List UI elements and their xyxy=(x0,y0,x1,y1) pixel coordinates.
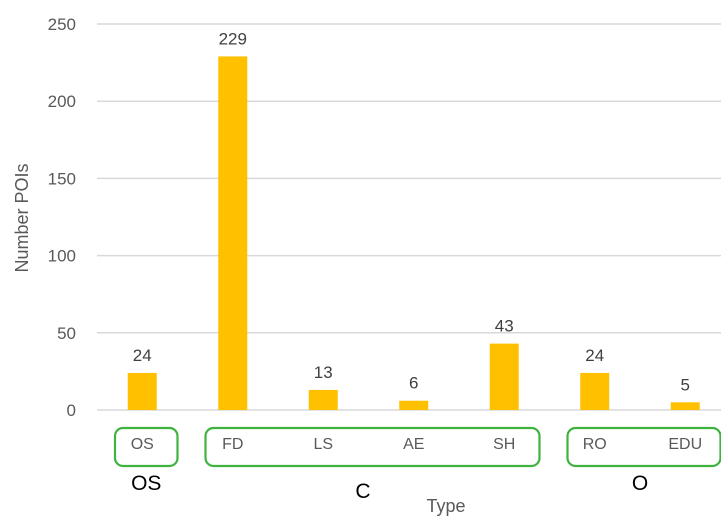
bar-ae xyxy=(399,400,429,410)
data-label: 24 xyxy=(585,346,604,365)
data-label: 43 xyxy=(495,317,514,336)
x-tick-label: AE xyxy=(403,436,424,453)
bars xyxy=(127,56,700,410)
data-label: 13 xyxy=(314,363,333,382)
data-label: 5 xyxy=(681,375,690,394)
y-tick-label: 50 xyxy=(57,324,76,343)
data-label: 6 xyxy=(409,374,418,393)
bar-fd xyxy=(218,56,248,410)
gridlines xyxy=(97,23,721,411)
y-tick-label: 200 xyxy=(48,92,76,111)
x-axis-title: Type xyxy=(426,496,465,516)
y-axis-title: Number POIs xyxy=(12,163,32,272)
bar-sh xyxy=(489,343,519,410)
data-label: 24 xyxy=(133,346,152,365)
bar-edu xyxy=(670,402,700,410)
group-box-c xyxy=(204,426,541,468)
y-tick-label: 100 xyxy=(48,247,76,266)
x-axis-category-labels: OS FD LS AE SH RO EDU xyxy=(131,436,702,453)
bar-os xyxy=(127,372,157,410)
group-box-os xyxy=(113,426,179,468)
y-tick-label: 250 xyxy=(48,15,76,34)
x-tick-label: EDU xyxy=(668,436,702,453)
y-tick-label: 150 xyxy=(48,169,76,188)
y-axis-ticks: 0 50 100 150 200 250 xyxy=(48,15,76,420)
x-tick-label: RO xyxy=(583,436,607,453)
x-tick-label: SH xyxy=(493,436,515,453)
x-tick-label: FD xyxy=(222,436,243,453)
bar-ro xyxy=(580,372,610,410)
group-label-c: C xyxy=(355,480,370,503)
y-tick-label: 0 xyxy=(67,401,76,420)
group-label-o: O xyxy=(632,472,648,495)
x-tick-label: LS xyxy=(313,436,333,453)
bar-ls xyxy=(308,389,338,410)
data-label: 229 xyxy=(219,29,247,48)
group-label-os: OS xyxy=(131,472,161,495)
x-tick-label: OS xyxy=(131,436,154,453)
